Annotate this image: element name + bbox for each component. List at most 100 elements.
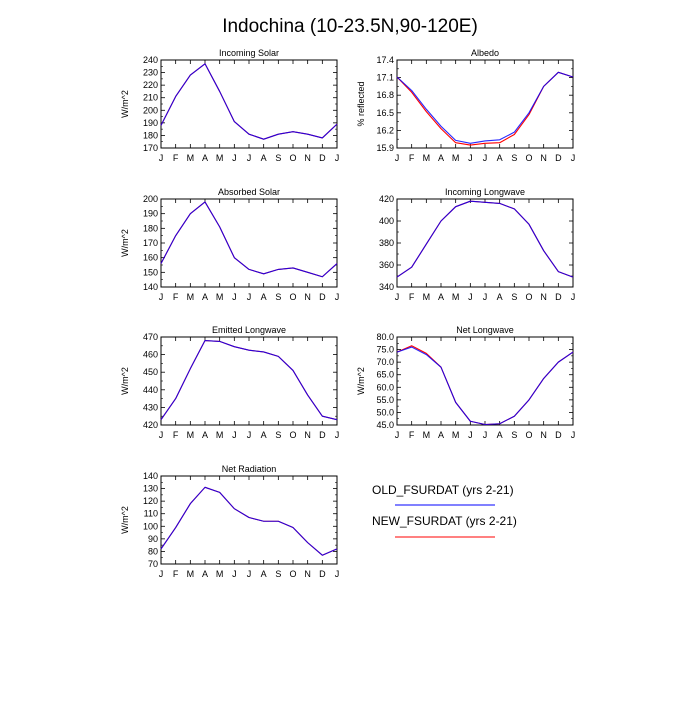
panel-net-radiation: Net RadiationJ F M A M J J A S O N D J70809010011012… xyxy=(120,464,339,579)
x-tick-label: J xyxy=(232,153,237,163)
x-tick-label: D xyxy=(319,292,326,302)
y-tick-label: 65.0 xyxy=(376,370,394,380)
y-tick-label: 440 xyxy=(143,385,158,395)
y-tick-label: 190 xyxy=(143,118,158,128)
x-tick-label: J xyxy=(468,430,473,440)
x-tick-label: A xyxy=(202,569,208,579)
chart-title: Absorbed Solar xyxy=(218,187,280,197)
x-tick-label: N xyxy=(540,153,547,163)
y-tick-label: 430 xyxy=(143,402,158,412)
y-tick-label: 75.0 xyxy=(376,345,394,355)
y-tick-label: 45.0 xyxy=(376,420,394,430)
x-tick-label: J xyxy=(468,153,473,163)
chart-title: Albedo xyxy=(471,48,499,58)
x-tick-label: M xyxy=(216,430,224,440)
y-tick-label: 180 xyxy=(143,223,158,233)
x-tick-label: J xyxy=(571,430,576,440)
y-tick-label: 100 xyxy=(143,521,158,531)
x-tick-label: A xyxy=(261,292,267,302)
x-tick-label: D xyxy=(319,430,326,440)
chart-title: Emitted Longwave xyxy=(212,325,286,335)
plot-frame xyxy=(161,199,337,287)
y-tick-label: 50.0 xyxy=(376,407,394,417)
y-tick-label: 240 xyxy=(143,55,158,65)
x-tick-label: D xyxy=(555,430,562,440)
series-line-new xyxy=(161,64,337,139)
legend: OLD_FSURDAT (yrs 2-21) NEW_FSURDAT (yrs … xyxy=(372,483,517,537)
x-tick-label: D xyxy=(555,153,562,163)
y-tick-label: 360 xyxy=(379,260,394,270)
x-tick-label: J xyxy=(395,292,400,302)
figure: Indochina (10-23.5N,90-120E) Incoming So… xyxy=(0,0,700,700)
x-tick-label: S xyxy=(275,153,281,163)
y-axis-label: W/m^2 xyxy=(120,229,130,257)
y-tick-label: 200 xyxy=(143,194,158,204)
x-tick-label: M xyxy=(452,153,460,163)
x-tick-label: J xyxy=(232,569,237,579)
series-line-new xyxy=(161,202,337,277)
y-tick-label: 17.4 xyxy=(376,55,394,65)
x-tick-label: A xyxy=(497,430,503,440)
x-tick-label: F xyxy=(409,292,415,302)
x-tick-label: J xyxy=(483,153,488,163)
y-axis-label: W/m^2 xyxy=(120,367,130,395)
x-tick-label: M xyxy=(423,430,431,440)
y-tick-label: 140 xyxy=(143,471,158,481)
y-tick-label: 470 xyxy=(143,332,158,342)
x-tick-label: A xyxy=(438,292,444,302)
y-axis-label: W/m^2 xyxy=(120,506,130,534)
x-tick-label: J xyxy=(335,153,340,163)
x-tick-label: M xyxy=(452,292,460,302)
x-tick-label: O xyxy=(525,430,532,440)
x-tick-label: D xyxy=(555,292,562,302)
x-tick-label: J xyxy=(335,569,340,579)
y-tick-label: 120 xyxy=(143,496,158,506)
x-tick-label: J xyxy=(335,430,340,440)
x-tick-label: N xyxy=(304,292,311,302)
x-tick-label: J xyxy=(232,292,237,302)
x-tick-label: J xyxy=(159,569,164,579)
y-tick-label: 17.1 xyxy=(376,73,394,83)
y-axis-label: W/m^2 xyxy=(356,367,366,395)
y-axis-label: W/m^2 xyxy=(120,90,130,118)
x-tick-label: A xyxy=(497,292,503,302)
x-tick-label: M xyxy=(423,292,431,302)
y-tick-label: 55.0 xyxy=(376,395,394,405)
x-tick-label: N xyxy=(304,569,311,579)
x-tick-label: O xyxy=(289,430,296,440)
chart-title: Incoming Solar xyxy=(219,48,279,58)
x-tick-label: J xyxy=(159,292,164,302)
x-tick-label: J xyxy=(468,292,473,302)
series-line-old xyxy=(161,64,337,139)
y-tick-label: 220 xyxy=(143,80,158,90)
x-tick-label: F xyxy=(409,430,415,440)
x-tick-label: J xyxy=(571,292,576,302)
x-tick-label: M xyxy=(423,153,431,163)
legend-label-old: OLD_FSURDAT (yrs 2-21) xyxy=(372,483,514,497)
chart-title: Net Longwave xyxy=(456,325,514,335)
chart-title: Incoming Longwave xyxy=(445,187,525,197)
series-line-new xyxy=(161,341,337,420)
x-tick-label: J xyxy=(159,153,164,163)
x-tick-label: F xyxy=(409,153,415,163)
x-tick-label: F xyxy=(173,292,179,302)
x-tick-label: J xyxy=(247,153,252,163)
plot-frame xyxy=(161,476,337,564)
y-tick-label: 170 xyxy=(143,238,158,248)
y-axis-label: % reflected xyxy=(356,81,366,126)
x-tick-label: J xyxy=(247,292,252,302)
x-tick-label: F xyxy=(173,569,179,579)
x-tick-label: A xyxy=(261,430,267,440)
y-tick-label: 420 xyxy=(379,194,394,204)
series-line-old xyxy=(161,341,337,420)
y-tick-label: 170 xyxy=(143,143,158,153)
y-tick-label: 420 xyxy=(143,420,158,430)
y-tick-label: 110 xyxy=(144,509,158,519)
x-tick-label: A xyxy=(202,292,208,302)
x-tick-label: M xyxy=(216,153,224,163)
x-tick-label: M xyxy=(187,292,195,302)
